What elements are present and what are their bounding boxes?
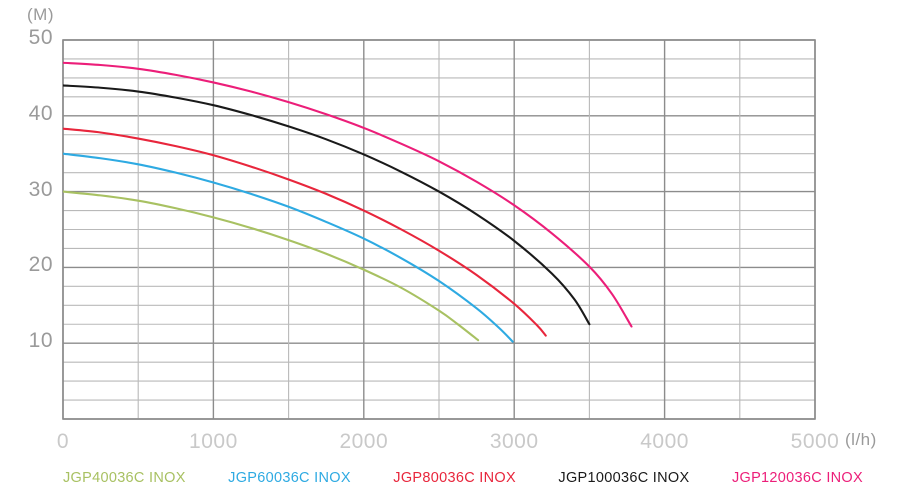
y-tick-label: 40 [28,101,53,125]
x-axis-unit-label: (l/h) [845,430,877,449]
x-tick-label: 4000 [640,430,689,453]
x-tick-label: 3000 [489,430,539,453]
y-tick-label: 30 [28,177,53,201]
y-tick-label: 20 [28,253,53,277]
y-tick-label: 10 [28,329,53,353]
x-tick-label: 5000 [790,430,840,453]
x-tick-label: 0 [56,430,70,453]
curve-layer [63,61,633,343]
curve-series-3 [63,84,591,326]
curve-series-4 [63,61,633,328]
y-axis-unit-label: (M) [27,5,54,24]
curve-series-0 [63,190,480,342]
x-tick-label: 2000 [339,430,389,453]
legend-item-1: JGP60036C INOX [228,470,351,486]
legend-item-0: JGP40036C INOX [63,470,186,486]
x-tick-label: 1000 [189,430,238,453]
y-tick-label: 50 [28,26,53,49]
curve-series-1 [63,152,514,343]
legend-item-2: JGP80036C INOX [393,470,516,486]
chart-legend: JGP40036C INOX JGP60036C INOX JGP80036C IN… [63,470,863,486]
curve-series-2 [63,127,547,337]
plot-frame [62,39,816,420]
legend-item-3: JGP100036C INOX [558,470,690,486]
legend-item-4: JGP120036C INOX [731,470,863,486]
